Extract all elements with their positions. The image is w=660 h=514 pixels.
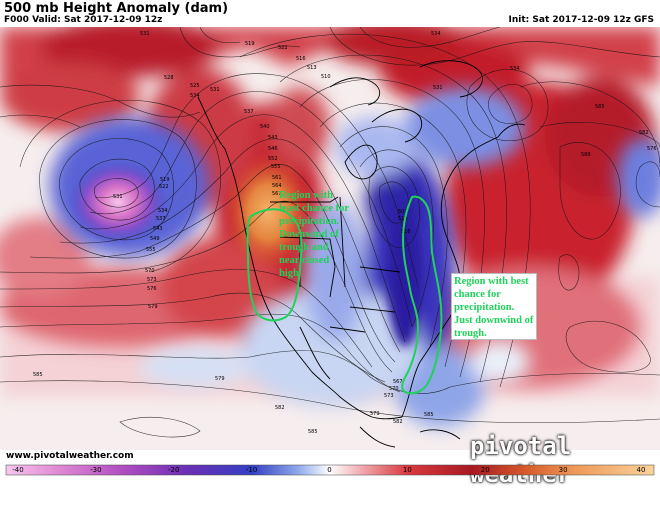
contour-label: 525	[190, 83, 200, 89]
contour-label: 540	[260, 124, 270, 130]
east-annotation-box: Region with best chance for precipitatio…	[451, 273, 537, 340]
colorbar-gradient	[5, 464, 655, 476]
contour-label: 531	[113, 194, 123, 200]
contour-label: 576	[647, 146, 657, 152]
coastlines	[197, 60, 526, 448]
contour-label: 549	[150, 236, 160, 242]
anomaly-map: 531 519 522 516 513 510 528 525 531 534 537 540 543 5…	[0, 27, 660, 450]
valid-time: F000 Valid: Sat 2017-12-09 12z	[4, 15, 163, 25]
east-region-outline	[401, 195, 443, 395]
colorbar-tick-label: -30	[90, 466, 101, 474]
contour-label: 582	[639, 130, 649, 136]
contour-label: 516	[296, 56, 306, 62]
map-canvas: 5315195225165135105285255315345375405435…	[0, 27, 660, 450]
colorbar-tick-label: 10	[403, 466, 412, 474]
contour-label: 528	[164, 75, 174, 81]
header: 500 mb Height Anomaly (dam) F000 Valid: …	[0, 0, 660, 27]
contour-label: 510	[398, 216, 408, 222]
contour-label: 564	[272, 183, 282, 189]
contour-label: 534	[158, 208, 168, 214]
colorbar-tick-label: -40	[12, 466, 23, 474]
contour-label: 585	[308, 429, 318, 435]
contour-label: 537	[156, 216, 166, 222]
contour-label: 522	[278, 45, 288, 51]
contour-label: 510	[321, 74, 331, 80]
contour-label: 552	[268, 156, 278, 162]
contour-label: 543	[153, 226, 163, 232]
contour-label: 543	[268, 135, 278, 141]
contour-label: 531	[433, 85, 443, 91]
contour-label: 585	[424, 412, 434, 418]
contour-label: 555	[271, 164, 281, 170]
colorbar-tick-label: 40	[637, 466, 646, 474]
colorbar-ticks: -40 -30 -20 -10 0 10 20 30 40	[12, 466, 645, 474]
contour-label: 531	[140, 31, 150, 37]
contour-label: 546	[268, 146, 278, 152]
contour-label: 507	[398, 209, 408, 215]
contour-label: 573	[384, 393, 394, 399]
contour-label: 534	[190, 93, 200, 99]
contour-label: 522	[159, 184, 169, 190]
east-annotation: Region with best chance for precipitatio…	[454, 276, 534, 339]
contour-label: 579	[370, 411, 380, 417]
contour-label: 576	[147, 286, 157, 292]
colorbar: -40 -30 -20 -10 0 10 20 30 40	[0, 463, 660, 510]
west-region-outline	[246, 208, 303, 322]
contour-label: 570	[389, 386, 399, 392]
contour-label: 585	[595, 104, 605, 110]
colorbar-tick-label: 30	[559, 466, 568, 474]
contour-label: 579	[148, 304, 158, 310]
contour-labels: 5315195225165135105285255315345375405435…	[33, 31, 657, 435]
contour-label: 579	[215, 376, 225, 382]
contour-label: 570	[145, 268, 155, 274]
init-time: Init: Sat 2017-12-09 12z GFS	[508, 15, 654, 25]
colorbar-tick-label: 20	[481, 466, 490, 474]
contour-label: 567	[272, 191, 282, 197]
contour-label: 567	[393, 379, 403, 385]
contour-label: 573	[147, 277, 157, 283]
colorbar-tick-label: -20	[168, 466, 179, 474]
website-link[interactable]: www.pivotalweather.com	[6, 451, 134, 461]
colorbar-canvas: -40 -30 -20 -10 0 10 20 30 40	[5, 464, 655, 476]
contour-label: 588	[581, 152, 591, 158]
colorbar-tick-label: 0	[327, 466, 331, 474]
contour-label: 537	[244, 109, 254, 115]
contour-label: 585	[33, 372, 43, 378]
contour-label: 534	[510, 66, 520, 72]
contour-label: 582	[393, 419, 403, 425]
contour-label: 516	[401, 229, 411, 235]
map-title: 500 mb Height Anomaly (dam)	[4, 1, 229, 16]
contour-label: 582	[275, 405, 285, 411]
west-annotation: Region with least chance for precipitati…	[279, 190, 349, 279]
contour-label: 561	[272, 175, 282, 181]
contour-label: 531	[210, 87, 220, 93]
colorbar-tick-label: -10	[246, 466, 257, 474]
contour-label: 519	[160, 177, 170, 183]
contour-label: 555	[146, 247, 156, 253]
contour-label: 513	[307, 65, 317, 71]
contour-label: 534	[431, 31, 441, 37]
highlight-regions	[246, 195, 443, 395]
contour-label: 519	[245, 41, 255, 47]
